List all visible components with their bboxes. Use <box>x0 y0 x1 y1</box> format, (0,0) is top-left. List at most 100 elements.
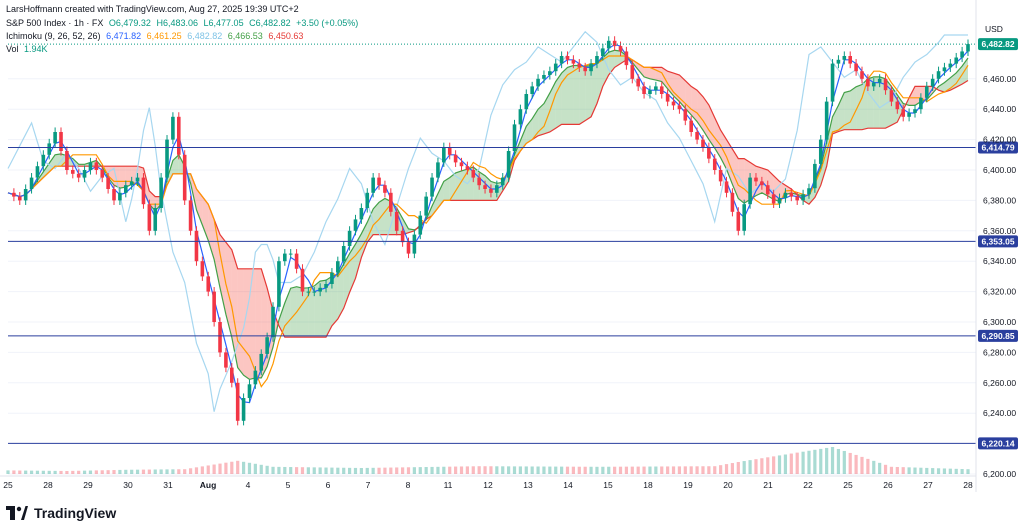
level-tag-label: 6,353.05 <box>981 236 1014 246</box>
volume-bar <box>41 470 45 474</box>
volume-bar <box>648 466 652 474</box>
candle-body <box>200 261 205 277</box>
candle-body <box>665 94 670 102</box>
ichimoku-spanA-value: 6,466.53 <box>227 31 263 41</box>
time-tick-label: 11 <box>444 480 453 490</box>
volume-bar <box>760 458 764 474</box>
cloud-segment <box>555 73 562 129</box>
price-tick-label: 6,200.00 <box>983 469 1016 479</box>
candle-body <box>801 194 805 201</box>
cloud-segment <box>243 268 250 380</box>
volume-bar <box>966 469 970 474</box>
volume-label[interactable]: Vol <box>6 44 19 54</box>
candle-body <box>17 196 22 201</box>
tradingview-logo-text: TradingView <box>34 505 117 521</box>
candle-body <box>59 132 63 151</box>
cloud-segment <box>909 86 915 106</box>
ichimoku-conversion-value: 6,471.82 <box>106 31 142 41</box>
volume-bar <box>501 466 505 474</box>
cloud-segment <box>196 189 203 226</box>
volume-bar <box>306 467 310 474</box>
volume-bar <box>59 470 63 474</box>
cloud-segment <box>785 185 792 195</box>
candle-body <box>701 139 705 148</box>
cloud-segment <box>573 65 580 125</box>
volume-bar <box>742 461 746 474</box>
volume-bar <box>701 466 705 474</box>
candle-body <box>577 63 582 68</box>
candle-body <box>730 192 735 212</box>
candle-body <box>383 185 387 193</box>
volume-bar <box>489 466 493 474</box>
volume-bar <box>135 469 140 474</box>
volume-bar <box>772 456 776 474</box>
volume-bar <box>518 466 522 474</box>
candle-body <box>112 189 116 201</box>
candle-body <box>601 48 605 56</box>
symbol-text[interactable]: S&P 500 Index · 1h · FX <box>6 18 104 28</box>
candle-body <box>695 132 699 140</box>
price-tick-label: 6,240.00 <box>983 408 1016 418</box>
tradingview-logo[interactable]: TradingView <box>6 505 116 521</box>
volume-bar <box>336 467 340 474</box>
volume-bar <box>118 469 122 474</box>
price-axis: 6,460.00 6,440.00 6,420.00 6,400.00 6,380.00… <box>983 74 1016 479</box>
candle-body <box>765 185 770 195</box>
volume-bar <box>371 467 375 474</box>
volume-bar <box>854 454 858 474</box>
candle-body <box>330 272 334 284</box>
volume-bar <box>830 447 835 474</box>
time-tick-label: 27 <box>923 480 933 490</box>
candle-body <box>306 291 311 293</box>
volume-bar <box>465 466 469 474</box>
level-tag-label: 6,290.85 <box>981 331 1014 341</box>
cloud-segment <box>591 63 597 117</box>
candle-body <box>47 143 52 155</box>
level-tag <box>978 329 1018 342</box>
volume-bar <box>777 455 782 474</box>
volume-bar <box>200 466 204 474</box>
cloud-segment <box>308 285 315 338</box>
volume-bar <box>47 470 51 474</box>
candle-body <box>294 253 299 269</box>
candle-body <box>312 291 317 293</box>
candle-body <box>518 109 523 125</box>
cloud-segment <box>432 193 438 216</box>
volume-bar <box>283 466 287 474</box>
candle-body <box>477 177 481 186</box>
candle-body <box>659 86 664 94</box>
candle-body <box>336 261 340 273</box>
volume-bar <box>925 467 929 474</box>
volume-bar <box>53 470 57 474</box>
grid <box>8 78 976 475</box>
volume-bar <box>212 464 216 474</box>
candle-body <box>589 63 593 72</box>
created-by-line: LarsHoffmann created with TradingView.co… <box>6 4 302 15</box>
time-tick-label: 19 <box>683 480 693 490</box>
volume-bar <box>124 469 128 474</box>
volume-value: 1.94K <box>24 44 48 54</box>
cloud-segment <box>49 154 56 172</box>
volume-bar <box>613 466 617 474</box>
volume-bar <box>71 470 75 474</box>
cloud-segment <box>585 65 592 121</box>
volume-bar <box>807 450 811 474</box>
volume-bar <box>300 467 305 474</box>
volume-bar <box>666 466 670 474</box>
volume-bar <box>318 467 322 474</box>
volume-bar <box>730 463 735 474</box>
cloud-segment <box>373 202 380 235</box>
change-value: +3.50 (+0.05%) <box>296 18 359 28</box>
price-tick-label: 6,440.00 <box>983 104 1016 114</box>
base-line <box>7 55 969 388</box>
candle-body <box>188 200 193 231</box>
candle-body <box>424 196 428 216</box>
time-tick-label: 28 <box>963 480 973 490</box>
candle-body <box>595 56 599 64</box>
volume-bar <box>130 469 134 474</box>
ichimoku-label[interactable]: Ichimoku (9, 26, 52, 26) <box>6 31 101 41</box>
volume-bar <box>660 466 664 474</box>
volume-bar <box>919 467 923 474</box>
volume-bar <box>247 462 252 474</box>
